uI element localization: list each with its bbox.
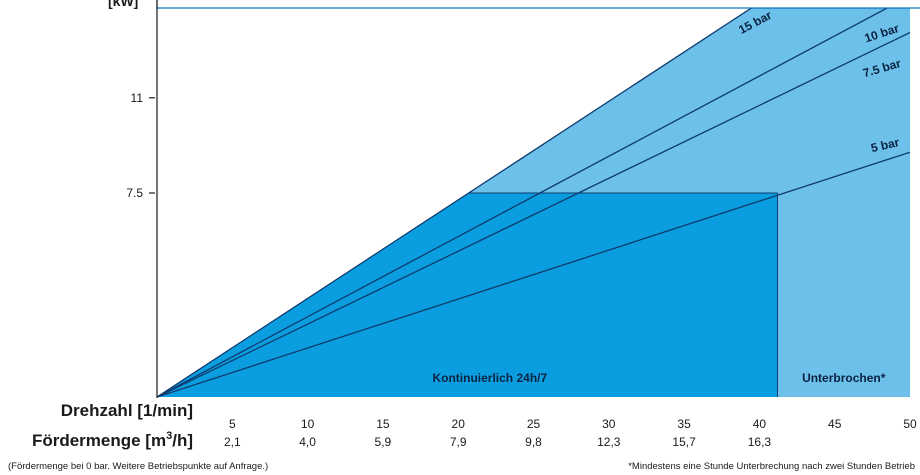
flow-value-4: 7,9 xyxy=(450,435,467,449)
curve-line-3 xyxy=(156,31,911,398)
footnote-right: *Mindestens eine Stunde Unterbrechung na… xyxy=(628,461,915,472)
y-ticks: 15117.5 xyxy=(126,91,155,200)
x-tick-label-7: 35 xyxy=(677,417,691,431)
text-labels: Drehzahl [1/min] Fördermenge [m3/h] (För… xyxy=(8,401,915,472)
flow-row-label-prefix: Fördermenge [m xyxy=(32,431,166,450)
axes-layer: [kW] xyxy=(108,0,920,398)
flow-value-1: 2,1 xyxy=(224,435,241,449)
flow-row-label-sup: 3 xyxy=(166,430,172,442)
flow-value-2: 4,0 xyxy=(299,435,316,449)
x-tick-label-8: 40 xyxy=(753,417,767,431)
x-tick-label-6: 30 xyxy=(602,417,616,431)
flow-value-6: 12,3 xyxy=(597,435,621,449)
y-tick-label-2: 11 xyxy=(131,91,144,105)
flow-row-label: Fördermenge [m3/h] xyxy=(32,430,193,450)
curve-line-4 xyxy=(156,151,911,398)
x-tick-label-3: 15 xyxy=(376,417,390,431)
x-tick-label-1: 5 xyxy=(229,417,236,431)
curve-label-4: 5 bar xyxy=(870,135,901,155)
x-tick-label-2: 10 xyxy=(301,417,315,431)
flow-value-3: 5,9 xyxy=(375,435,392,449)
curve-line-2 xyxy=(156,0,903,398)
x-ticks: 5 10 15 20 25 30 35 40 45 50 xyxy=(229,417,917,431)
continuous-zone-label: Kontinuierlich 24h/7 xyxy=(432,371,547,385)
flow-values: 2,1 4,0 5,9 7,9 9,8 12,3 15,7 16,3 xyxy=(224,435,771,449)
speed-row-label: Drehzahl [1/min] xyxy=(61,401,193,420)
x-tick-label-10: 50 xyxy=(903,417,917,431)
x-tick-label-4: 20 xyxy=(452,417,466,431)
top-frame xyxy=(156,0,920,9)
x-tick-label-9: 45 xyxy=(828,417,842,431)
intermittent-zone-label: Unterbrochen* xyxy=(802,371,886,385)
y-tick-label-3: 7.5 xyxy=(126,186,143,200)
flow-value-5: 9,8 xyxy=(525,435,542,449)
footnote-left: (Fördermenge bei 0 bar. Weitere Betriebs… xyxy=(8,461,268,472)
x-tick-label-5: 25 xyxy=(527,417,541,431)
curve-line-1 xyxy=(156,0,764,398)
y-axis-unit: [kW] xyxy=(108,0,138,9)
flow-row-label-suffix: /h] xyxy=(172,431,193,450)
flow-value-7: 15,7 xyxy=(672,435,696,449)
flow-value-8: 16,3 xyxy=(748,435,772,449)
